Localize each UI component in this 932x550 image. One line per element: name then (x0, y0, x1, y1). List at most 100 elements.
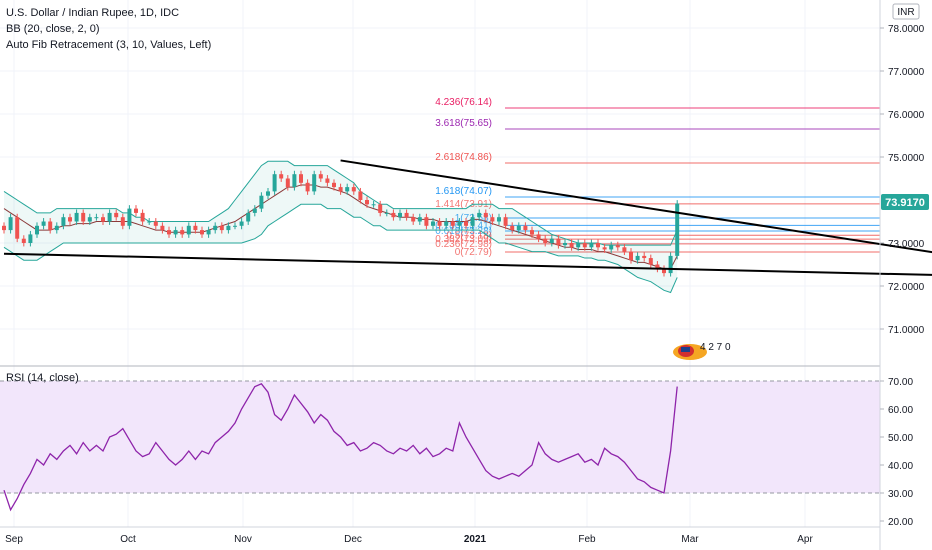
price-tick-label: 75.0000 (888, 153, 925, 164)
rsi-tick-label: 70.00 (888, 377, 913, 388)
price-tick-label: 72.0000 (888, 282, 925, 293)
candle-body (68, 217, 72, 222)
rsi-axis: 70.00 60.00 50.00 40.00 30.00 20.00 (880, 377, 913, 528)
candle-body (602, 247, 607, 250)
rsi-tick-label: 30.00 (888, 489, 913, 500)
candle-body (74, 212, 79, 222)
fib-label: 0.618(73.28) (435, 226, 492, 237)
upper-trendline (340, 159, 932, 254)
fib-label: 0.382(73.09) (435, 234, 492, 245)
candle-body (351, 187, 356, 192)
candle-body (312, 174, 317, 192)
fib-label: 0(72.79) (455, 247, 492, 258)
candle-body (206, 230, 211, 235)
candle-body (87, 217, 92, 222)
candle-body (101, 217, 105, 222)
candle-body (391, 212, 396, 218)
candle-body (516, 225, 521, 231)
candle-body (668, 255, 673, 274)
candle-body (576, 243, 581, 248)
price-tick-label: 71.0000 (888, 325, 925, 336)
candle-body (345, 187, 350, 192)
candle-body (358, 191, 363, 200)
candle-body (226, 225, 231, 231)
candle-body (464, 221, 468, 226)
time-tick-label: Oct (120, 534, 136, 545)
candle-body (490, 217, 495, 222)
candle-body (173, 230, 178, 235)
candle-body (378, 204, 383, 213)
bb-lower-band (3, 203, 678, 294)
candle-body (549, 238, 554, 243)
time-tick-label: Dec (344, 534, 362, 545)
price-gridlines (0, 27, 880, 330)
candle-body (120, 217, 125, 226)
candle-body (536, 234, 541, 239)
candle-body (305, 182, 310, 192)
last-price-label: 73.9170 (885, 197, 925, 209)
candle-body (338, 187, 343, 192)
candle-body (424, 217, 429, 226)
candle-body (444, 221, 449, 226)
candle-body (200, 230, 204, 235)
candle-body (648, 258, 653, 265)
candle-body (404, 212, 409, 218)
candle-body (556, 238, 561, 246)
fib-label: 3.618(75.65) (435, 118, 492, 129)
candle-body (272, 174, 277, 192)
candle-body (279, 174, 284, 179)
candle-body (662, 268, 666, 274)
candle-body (332, 182, 336, 188)
rsi-indicator-label[interactable]: RSI (14, close) (6, 372, 79, 384)
time-tick-label: Apr (797, 534, 813, 545)
candle-body (457, 221, 462, 226)
candle-body (134, 208, 138, 213)
candle-body (417, 217, 422, 222)
candle-body (609, 245, 614, 250)
time-tick-label: Feb (578, 534, 596, 545)
symbol-title[interactable]: U.S. Dollar / Indian Rupee, 1D, IDC (6, 7, 180, 19)
candle-body (675, 203, 680, 256)
rsi-tick-label: 20.00 (888, 517, 913, 528)
candle-body (107, 212, 112, 222)
candle-body (470, 217, 475, 226)
candle-body (48, 221, 53, 231)
candle-body (497, 217, 501, 222)
fib-label: 0.236(72.98) (435, 239, 492, 250)
bb-indicator-label[interactable]: BB (20, close, 2, 0) (6, 23, 100, 35)
candle-body (635, 255, 640, 261)
fib-label: 1.618(74.07) (435, 186, 492, 197)
candle-body (325, 178, 330, 183)
candle-body (147, 221, 152, 223)
candle-body (285, 178, 290, 188)
candle-body (398, 212, 402, 218)
candle-body (186, 225, 191, 235)
candle-body (246, 212, 251, 222)
flag-badge-text: 4 2 7 0 (700, 342, 731, 353)
time-tick-label: Nov (234, 534, 252, 545)
flag-badge[interactable]: 4 2 7 0 (673, 342, 731, 360)
candlesticks (2, 170, 680, 277)
candle-body (252, 208, 257, 213)
candle-body (213, 225, 218, 231)
time-axis: Sep Oct Nov Dec 2021 Feb Mar Apr (5, 534, 813, 545)
candle-body (530, 230, 534, 235)
candle-body (2, 225, 6, 231)
candle-body (21, 238, 26, 243)
candle-body (437, 221, 442, 226)
time-tick-label: Sep (5, 534, 23, 545)
candle-body (642, 255, 647, 259)
lower-trendline (3, 252, 932, 276)
candle-body (239, 221, 244, 226)
currency-badge[interactable]: INR (892, 3, 920, 20)
fib-indicator-label[interactable]: Auto Fib Retracement (3, 10, Values, Lef… (6, 39, 212, 51)
candle-body (15, 217, 20, 239)
candle-body (266, 191, 270, 196)
rsi-tick-label: 50.00 (888, 433, 913, 444)
candle-body (622, 247, 627, 252)
candle-body (589, 243, 594, 248)
fib-label: 0.786(73.41) (435, 220, 492, 231)
candle-body (563, 243, 567, 246)
candle-body (41, 221, 46, 226)
